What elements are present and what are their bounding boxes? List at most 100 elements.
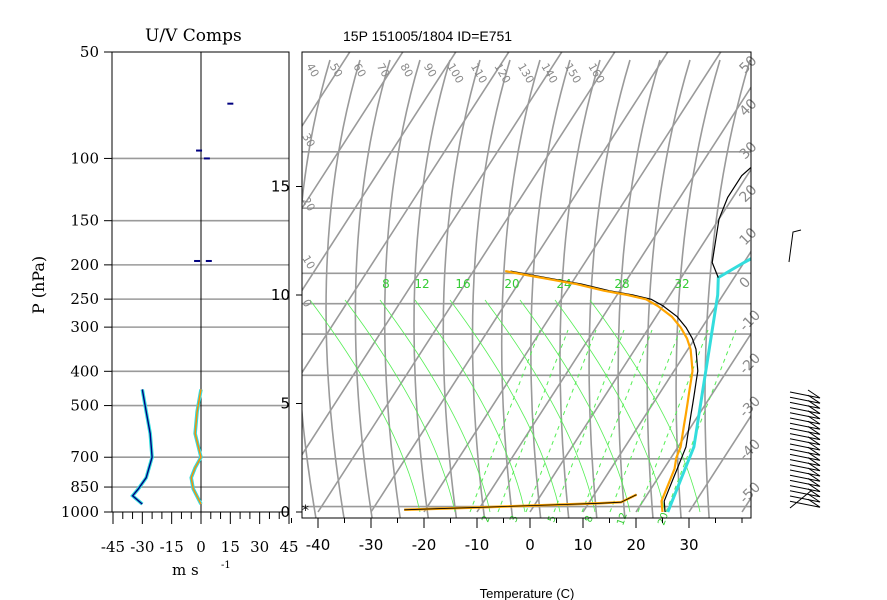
uv-series xyxy=(130,102,234,506)
skewt-dry-adiabat xyxy=(617,59,661,518)
skewt-moist-adiabat xyxy=(344,299,456,513)
skewt-moist-adiabat xyxy=(589,299,701,513)
surface-marker: * xyxy=(302,503,309,519)
skewt-isotherm xyxy=(302,52,351,128)
uv-x-tick-label: -30 xyxy=(130,538,154,556)
temperature-tick-label: 30 xyxy=(679,536,698,554)
uv-x-tick-label: 30 xyxy=(250,538,269,556)
skewt-series-dewpoint xyxy=(504,270,694,513)
skewt-mixing-line xyxy=(665,329,737,513)
wind-barb xyxy=(789,493,821,503)
wind-barb xyxy=(789,441,821,451)
skewt-isotherm xyxy=(848,35,887,512)
mixing-ratio-label: 24 xyxy=(556,277,571,291)
theta-label: 70 xyxy=(374,61,392,80)
theta-label: 150 xyxy=(562,61,584,86)
uv-series-V xyxy=(190,389,202,505)
surface-trace-dewpoint xyxy=(404,493,638,512)
skewt-series-parcel xyxy=(666,257,751,513)
uv-pressure-tick-label: 500 xyxy=(70,397,99,415)
skewt-isotherm xyxy=(635,332,751,513)
wind-barb xyxy=(789,410,821,420)
uv-x-tick-label: 0 xyxy=(196,538,206,556)
uv-title: U/V Comps xyxy=(145,26,242,46)
wind-barb xyxy=(789,405,821,415)
wind-barb xyxy=(789,488,821,498)
uv-series-U xyxy=(131,389,153,505)
skewt-dry-adiabat xyxy=(530,59,571,518)
skewt-isotherm xyxy=(529,167,751,513)
skewt-isotherm xyxy=(317,52,616,513)
temperature-ticks: -40 -30 -20 -10 0 10 20 30 xyxy=(291,518,743,554)
skewt-mixing-line xyxy=(581,329,653,513)
wind-barb xyxy=(789,394,821,404)
skewt-moist-adiabat xyxy=(484,299,596,513)
wind-barb xyxy=(789,489,813,509)
mixing-ratio-bottom-label: 3 xyxy=(508,514,521,524)
wind-barb xyxy=(789,415,821,425)
skewt-frame xyxy=(301,51,752,519)
skewt-isotherm xyxy=(582,250,751,513)
thetae-right-label: 10 xyxy=(737,225,761,249)
skewt-dry-adiabat xyxy=(704,59,751,518)
skewt-series-temperature xyxy=(510,270,699,513)
mixing-ratio-label: 16 xyxy=(455,277,470,291)
uv-x-ticks: -45 -30 -15 0 15 30 45 xyxy=(101,512,299,556)
skewt-dry-adiabat xyxy=(325,59,361,518)
theta-label: 160 xyxy=(585,61,607,86)
wind-barb xyxy=(789,446,821,456)
skewt-dry-adiabat xyxy=(471,59,511,518)
uv-pressure-tick-label: 1000 xyxy=(61,503,99,521)
uv-pressure-tick-label: 700 xyxy=(70,448,99,466)
skewt-isotherm xyxy=(688,414,751,513)
thetae-right-label: 30 xyxy=(737,139,761,163)
uv-pressure-tick-label: 850 xyxy=(70,478,99,496)
uv-x-tick-label: -15 xyxy=(160,538,184,556)
skewt-mixing-line xyxy=(553,329,625,513)
wind-barb xyxy=(789,477,821,487)
height-tick-label: 10 xyxy=(271,286,290,304)
theta-label: 90 xyxy=(421,61,439,80)
theta-label: 80 xyxy=(397,61,415,80)
wind-barb xyxy=(789,451,821,461)
uv-pressure-tick-label: 100 xyxy=(70,149,99,167)
mixing-ratio-label: 8 xyxy=(382,277,390,291)
temperature-axis-label: Temperature (C) xyxy=(480,586,575,600)
theta-label: 110 xyxy=(468,61,490,86)
wind-barbs xyxy=(788,229,821,509)
mixing-ratio-label: 20 xyxy=(504,277,519,291)
temperature-tick-label: 0 xyxy=(525,536,535,554)
uv-panel: U/V Comps P (hPa) 5010015020025030040050… xyxy=(29,26,299,579)
thetae-right-label: -30 xyxy=(737,393,764,420)
wind-barb xyxy=(789,399,821,409)
thetae-right-label: -20 xyxy=(737,350,764,377)
theta-left-label: 30 xyxy=(299,131,317,150)
skewt-isotherm xyxy=(795,35,887,512)
height-tick-label: 0 xyxy=(280,503,290,521)
surface-trace-temperature xyxy=(404,494,637,511)
wind-barb xyxy=(788,229,802,263)
skewt-dry-adiabat xyxy=(413,59,451,518)
skewt-isotherm xyxy=(476,85,751,513)
wind-barb xyxy=(789,389,821,399)
theta-left-label: 10 xyxy=(299,253,317,272)
skewt-dry-adiabat xyxy=(354,59,391,518)
uv-xlabel-exponent: -1 xyxy=(221,560,231,571)
uv-x-tick-label: 45 xyxy=(279,538,298,556)
skewt-mixing-line xyxy=(609,329,681,513)
thetae-right-label: 40 xyxy=(737,96,761,120)
uv-pressure-ticks: 50 100 150 200 250 300 400 500 700 850 1000 xyxy=(61,43,112,521)
temperature-tick-label: -40 xyxy=(306,536,331,554)
skewt-dry-adiabat xyxy=(559,59,601,518)
height-ticks: 0 5 10 15 xyxy=(271,178,302,521)
uv-pressure-tick-label: 50 xyxy=(80,43,99,61)
uv-ylabel: P (hPa) xyxy=(29,256,48,314)
skewt-moist-adiabat xyxy=(554,299,666,513)
uv-pressure-tick-label: 150 xyxy=(70,212,99,230)
skewt-mixing-line xyxy=(525,329,597,513)
thetae-right-label: -50 xyxy=(737,479,764,506)
wind-barb xyxy=(789,467,821,477)
mixing-ratio-bottom-label: 2 xyxy=(480,514,493,524)
